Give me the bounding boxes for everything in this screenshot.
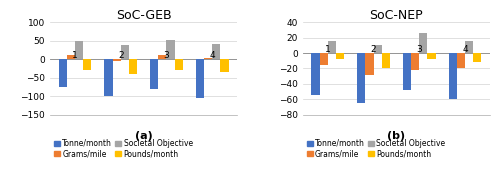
- Bar: [366, 53, 374, 75]
- Bar: [112, 59, 120, 61]
- Bar: [428, 53, 436, 59]
- Bar: [75, 41, 83, 59]
- Text: 1: 1: [72, 51, 78, 60]
- Text: 2: 2: [118, 51, 124, 60]
- Text: 2: 2: [370, 45, 376, 54]
- Bar: [104, 59, 112, 96]
- Bar: [150, 59, 158, 89]
- Bar: [382, 53, 390, 68]
- Text: (a): (a): [134, 131, 152, 141]
- Bar: [374, 45, 382, 53]
- Legend: Tonne/month, Grams/mile, Societal Objective, Pounds/month: Tonne/month, Grams/mile, Societal Object…: [306, 139, 446, 158]
- Bar: [320, 53, 328, 65]
- Text: 4: 4: [210, 51, 215, 60]
- Bar: [336, 53, 344, 59]
- Bar: [457, 53, 465, 68]
- Bar: [58, 59, 66, 87]
- Text: 1: 1: [325, 45, 330, 54]
- Bar: [357, 53, 366, 103]
- Text: 3: 3: [164, 51, 170, 60]
- Text: 3: 3: [416, 45, 422, 54]
- Bar: [158, 55, 166, 59]
- Bar: [420, 33, 428, 53]
- Bar: [465, 41, 473, 53]
- Bar: [220, 59, 228, 72]
- Bar: [403, 53, 411, 90]
- Bar: [66, 56, 75, 59]
- Bar: [312, 53, 320, 95]
- Bar: [196, 59, 204, 98]
- Title: SoC-NEP: SoC-NEP: [370, 9, 423, 22]
- Bar: [448, 53, 457, 99]
- Title: SoC-GEB: SoC-GEB: [116, 9, 172, 22]
- Bar: [212, 44, 220, 59]
- Legend: Tonne/month, Grams/mile, Societal Objective, Pounds/month: Tonne/month, Grams/mile, Societal Object…: [54, 139, 192, 158]
- Bar: [174, 59, 183, 70]
- Bar: [129, 59, 137, 74]
- Bar: [83, 59, 92, 70]
- Bar: [474, 53, 482, 62]
- Bar: [204, 58, 212, 59]
- Bar: [328, 41, 336, 53]
- Text: (b): (b): [388, 131, 406, 141]
- Text: 4: 4: [462, 45, 468, 54]
- Bar: [411, 53, 420, 70]
- Bar: [166, 40, 174, 59]
- Bar: [120, 45, 129, 59]
